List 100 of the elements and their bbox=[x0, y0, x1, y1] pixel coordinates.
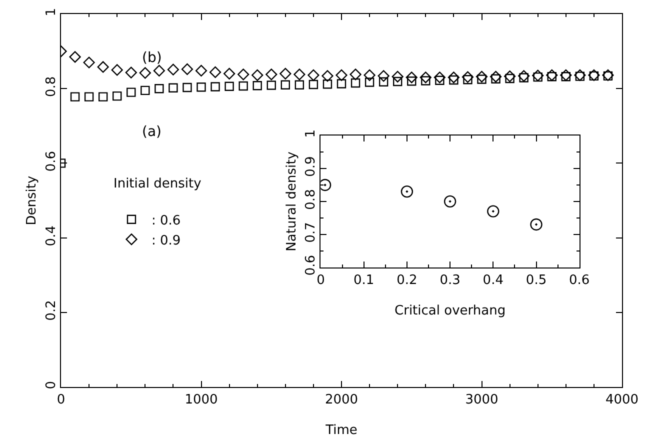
point bbox=[224, 82, 234, 91]
point bbox=[336, 69, 348, 81]
point bbox=[490, 70, 502, 82]
legend-title: Initial density bbox=[113, 176, 202, 192]
point bbox=[406, 72, 418, 84]
point bbox=[112, 91, 122, 101]
point bbox=[364, 78, 374, 87]
point bbox=[252, 81, 262, 90]
point bbox=[98, 92, 108, 102]
y-tick-label: 1 bbox=[44, 8, 59, 16]
point bbox=[69, 51, 81, 63]
point bbox=[463, 75, 472, 84]
point bbox=[546, 69, 558, 81]
annotation: (b) bbox=[142, 50, 162, 66]
x-tick-label: 0.1 bbox=[354, 272, 374, 288]
y-tick-label: 0.7 bbox=[304, 222, 319, 243]
point bbox=[392, 70, 404, 82]
point bbox=[280, 80, 290, 90]
x-tick-label: 0.3 bbox=[440, 272, 460, 288]
point bbox=[575, 72, 585, 81]
point bbox=[444, 195, 456, 208]
point bbox=[336, 79, 346, 88]
point bbox=[125, 66, 137, 78]
point bbox=[420, 72, 432, 84]
x-tick-label: 4000 bbox=[605, 392, 639, 408]
point bbox=[476, 70, 488, 82]
y-tick-label: 0.4 bbox=[44, 226, 59, 246]
point bbox=[238, 68, 250, 80]
point bbox=[139, 67, 151, 79]
point bbox=[322, 70, 334, 82]
point bbox=[224, 68, 236, 80]
point bbox=[350, 68, 362, 80]
y-tick-label: 0.9 bbox=[304, 156, 319, 177]
point bbox=[83, 56, 95, 68]
point bbox=[266, 80, 276, 90]
point bbox=[561, 72, 570, 82]
annotation: (a) bbox=[142, 124, 162, 140]
x-tick-label: 2000 bbox=[324, 392, 358, 408]
y-tick-label: 1 bbox=[304, 130, 319, 138]
point bbox=[504, 70, 516, 82]
x-tick-label: 1000 bbox=[184, 392, 218, 408]
point bbox=[168, 83, 178, 92]
point bbox=[434, 72, 446, 84]
y-tick-label: 0.2 bbox=[44, 300, 59, 321]
point bbox=[195, 64, 208, 76]
point bbox=[294, 80, 304, 90]
point bbox=[400, 185, 414, 198]
x-axis-title: Time bbox=[324, 423, 358, 438]
point bbox=[378, 70, 390, 82]
point bbox=[210, 82, 220, 92]
point bbox=[84, 92, 94, 102]
y-tick-label: 0.8 bbox=[304, 189, 319, 210]
point bbox=[182, 82, 192, 92]
point bbox=[154, 84, 164, 94]
point bbox=[519, 73, 528, 82]
x-tick-label: 0.6 bbox=[569, 272, 590, 288]
point bbox=[477, 74, 486, 84]
point bbox=[70, 92, 80, 102]
legend-label: : 0.9 bbox=[151, 233, 181, 248]
point bbox=[421, 76, 430, 86]
point bbox=[518, 70, 530, 82]
point bbox=[266, 68, 278, 80]
point bbox=[560, 69, 572, 81]
y-axis-title: Natural density bbox=[284, 151, 300, 252]
point bbox=[350, 78, 360, 88]
point bbox=[364, 69, 376, 81]
point bbox=[505, 74, 514, 84]
point bbox=[181, 63, 194, 75]
x-tick-label: 3000 bbox=[465, 392, 498, 408]
point bbox=[449, 75, 458, 85]
point bbox=[126, 88, 136, 97]
x-axis-title: Critical overhang bbox=[394, 303, 506, 318]
point bbox=[547, 72, 556, 82]
point bbox=[320, 178, 332, 192]
point bbox=[252, 69, 264, 81]
y-tick-label: 0.6 bbox=[44, 150, 59, 172]
point bbox=[448, 72, 460, 84]
point bbox=[530, 218, 542, 231]
point bbox=[209, 66, 222, 78]
point bbox=[533, 72, 542, 82]
point bbox=[393, 76, 402, 86]
point bbox=[532, 70, 544, 82]
point bbox=[294, 68, 306, 80]
point bbox=[167, 64, 179, 76]
point bbox=[462, 71, 474, 83]
point bbox=[308, 80, 318, 90]
legend-label: : 0.6 bbox=[151, 213, 181, 228]
x-tick-label: 0.5 bbox=[526, 272, 547, 288]
point bbox=[153, 64, 165, 76]
x-tick-label: 0.4 bbox=[482, 272, 504, 288]
point bbox=[280, 68, 292, 80]
point bbox=[97, 61, 109, 73]
point bbox=[407, 76, 416, 86]
point bbox=[111, 64, 123, 76]
point bbox=[196, 82, 206, 92]
x-tick-label: 0.2 bbox=[396, 272, 418, 288]
y-axis-title: Density bbox=[24, 175, 40, 226]
point bbox=[378, 77, 388, 86]
y-tick-label: 0.8 bbox=[44, 76, 59, 97]
point bbox=[435, 76, 444, 85]
